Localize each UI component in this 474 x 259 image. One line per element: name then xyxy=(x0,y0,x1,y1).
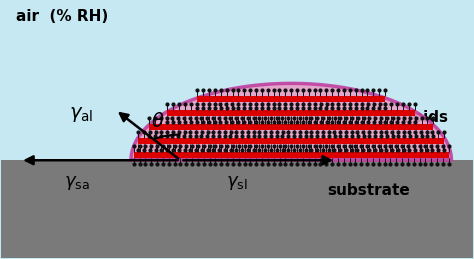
Bar xyxy=(138,138,444,144)
Text: $\mathit{\gamma}_{\rm al}$: $\mathit{\gamma}_{\rm al}$ xyxy=(69,105,94,124)
Text: lipids: lipids xyxy=(403,111,449,125)
Text: $\mathit{\theta}$: $\mathit{\theta}$ xyxy=(151,112,164,131)
Bar xyxy=(167,110,415,116)
Bar xyxy=(134,152,449,158)
Bar xyxy=(1,160,473,258)
Text: $\mathit{\gamma}_{\rm sa}$: $\mathit{\gamma}_{\rm sa}$ xyxy=(64,174,90,192)
Text: air  (% RH): air (% RH) xyxy=(16,9,108,24)
Text: substrate: substrate xyxy=(328,183,410,198)
Bar xyxy=(149,124,433,130)
Bar xyxy=(197,96,385,102)
Text: $\mathit{\gamma}_{\rm sl}$: $\mathit{\gamma}_{\rm sl}$ xyxy=(226,174,248,192)
Polygon shape xyxy=(131,83,451,160)
